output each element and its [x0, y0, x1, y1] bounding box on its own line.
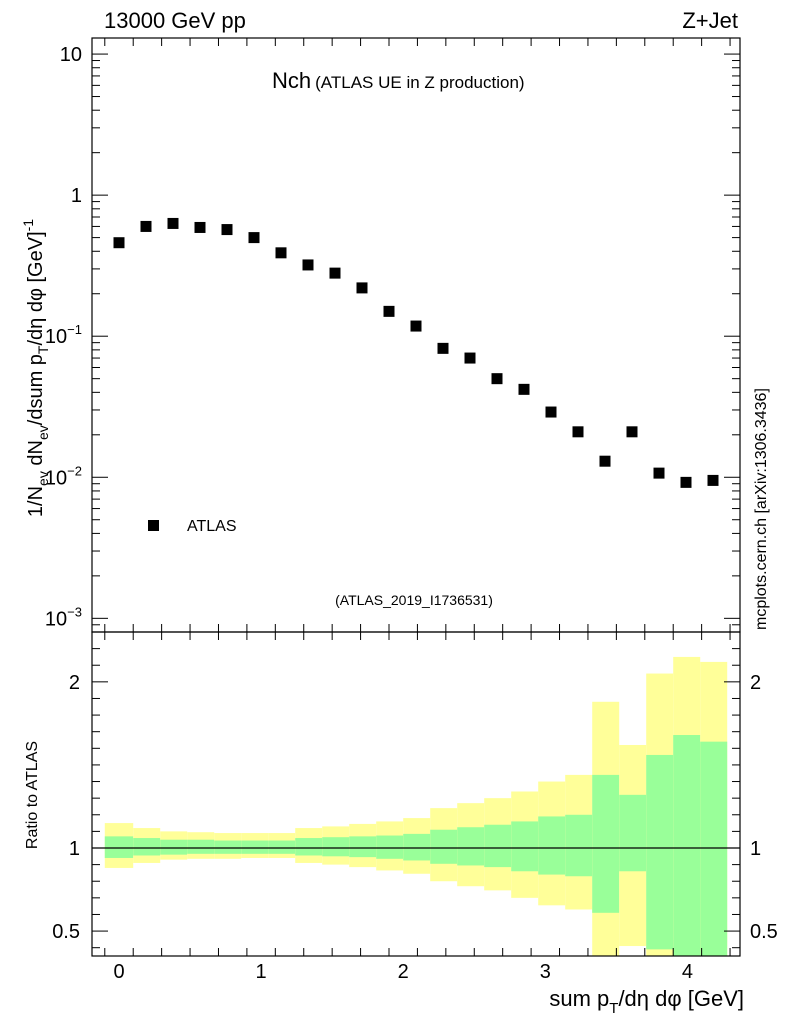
inner-band-segment [376, 835, 404, 859]
ratio-y-tick-label-right: 0.5 [750, 921, 778, 943]
ratio-y-tick-labels: 0.5 0.5 1 1 2 2 [52, 672, 778, 943]
x-tick-labels: 0 1 2 3 4 [113, 961, 693, 983]
data-point [410, 320, 422, 332]
data-point [329, 267, 341, 279]
y-tick-label: 10 [60, 44, 82, 66]
ratio-y-axis-label: Ratio to ATLAS [24, 741, 41, 849]
x-axis-label: sum pT/dη dφ [GeV] [549, 986, 744, 1017]
inner-band-segment [646, 754, 674, 950]
inner-band-segment [673, 735, 701, 956]
ratio-plot-frame [91, 631, 741, 957]
ratio-y-tick-label-left: 1 [69, 838, 80, 860]
plot-title-main: Nch [272, 68, 311, 93]
data-point [653, 467, 665, 479]
data-point [626, 426, 638, 438]
inner-band-segment [700, 741, 728, 956]
process-label: Z+Jet [682, 8, 738, 33]
data-point [113, 237, 125, 249]
y-tick-label-exponent: −1 [67, 322, 82, 337]
inner-band-segment [268, 840, 296, 854]
data-point [383, 305, 395, 317]
main-y-axis-label: 1/Nev dNev/dsum pT/dη dφ [GeV]-1 [20, 219, 51, 517]
data-point [167, 217, 179, 229]
data-point [491, 373, 503, 385]
inner-band-segment [214, 840, 242, 854]
data-point [599, 455, 611, 467]
main-plot-frame [91, 37, 741, 633]
ratio-plot-panel: 0.5 0.5 1 1 2 2 0 1 2 3 4 Ratio to ATLAS sum pT/d… [24, 631, 778, 1017]
x-tick-label: 0 [113, 961, 124, 983]
collision-label: 13000 GeV pp [104, 8, 246, 33]
data-point [518, 383, 530, 395]
legend-label: ATLAS [187, 518, 237, 535]
data-point [356, 282, 368, 294]
ratio-y-tick-label-left: 2 [69, 672, 80, 694]
data-point [275, 247, 287, 259]
inner-band-segment [349, 836, 377, 858]
y-tick-label-base: 10 [45, 467, 67, 489]
ratio-y-tick-label-left: 0.5 [52, 921, 80, 943]
inner-band-segment [104, 836, 134, 858]
inner-band-segment [484, 824, 512, 868]
y-tick-label: 10−3 [45, 604, 82, 630]
data-point [437, 342, 449, 354]
data-point [545, 406, 557, 418]
inner-band-segment [322, 837, 350, 857]
plot-title-sub: (ATLAS UE in Z production) [315, 73, 524, 92]
y-tick-label-base: 1 [71, 185, 82, 207]
ratio-plot-ticks [92, 632, 740, 956]
inner-band-segment [430, 829, 458, 864]
data-points [113, 217, 719, 488]
inner-band-segment [511, 821, 539, 872]
data-point [680, 476, 692, 488]
legend: ATLAS [148, 518, 237, 535]
main-plot-panel: Nch (ATLAS UE in Z production) (ATLAS_201… [20, 37, 741, 633]
y-tick-label-exponent: −2 [67, 463, 82, 478]
data-point [194, 221, 206, 233]
data-point [221, 224, 233, 236]
ratio-y-tick-label-right: 2 [750, 672, 761, 694]
x-tick-label: 1 [256, 961, 267, 983]
y-tick-label-base: 10 [60, 44, 82, 66]
y-tick-label: 10−2 [45, 463, 82, 489]
analysis-id-label: (ATLAS_2019_I1736531) [335, 592, 493, 608]
x-tick-label: 4 [682, 961, 693, 983]
inner-band-segment [403, 833, 431, 861]
inner-band-segment [241, 840, 269, 854]
inner-band-segment [538, 816, 566, 875]
data-point [302, 259, 314, 271]
inner-band-segment [457, 827, 485, 866]
plot-title: Nch (ATLAS UE in Z production) [272, 68, 525, 93]
y-tick-label: 1 [71, 185, 82, 207]
inner-band-segment [160, 839, 188, 855]
main-plot-ticks [92, 38, 740, 633]
y-tick-label-exponent: −3 [67, 604, 82, 619]
inner-band-segment [133, 838, 161, 856]
uncertainty-bands [104, 656, 728, 956]
inner-band-segment [619, 794, 647, 872]
x-tick-label: 2 [398, 961, 409, 983]
ratio-y-tick-label-right: 1 [750, 838, 761, 860]
data-point [248, 232, 260, 244]
y-tick-label-base: 10 [45, 326, 67, 348]
data-point [572, 426, 584, 438]
y-tick-label: 10−1 [45, 322, 82, 348]
data-point [464, 352, 476, 364]
inner-band-segment [295, 838, 323, 856]
y-tick-label-base: 10 [45, 608, 67, 630]
data-point [140, 220, 152, 232]
x-tick-label: 3 [540, 961, 551, 983]
inner-band-segment [592, 774, 620, 913]
data-point [707, 474, 719, 486]
inner-band-segment [565, 814, 593, 877]
side-source-label: mcplots.cern.ch [arXiv:1306.3436] [753, 388, 770, 630]
legend-marker [148, 520, 159, 531]
inner-band-segment [187, 839, 215, 854]
